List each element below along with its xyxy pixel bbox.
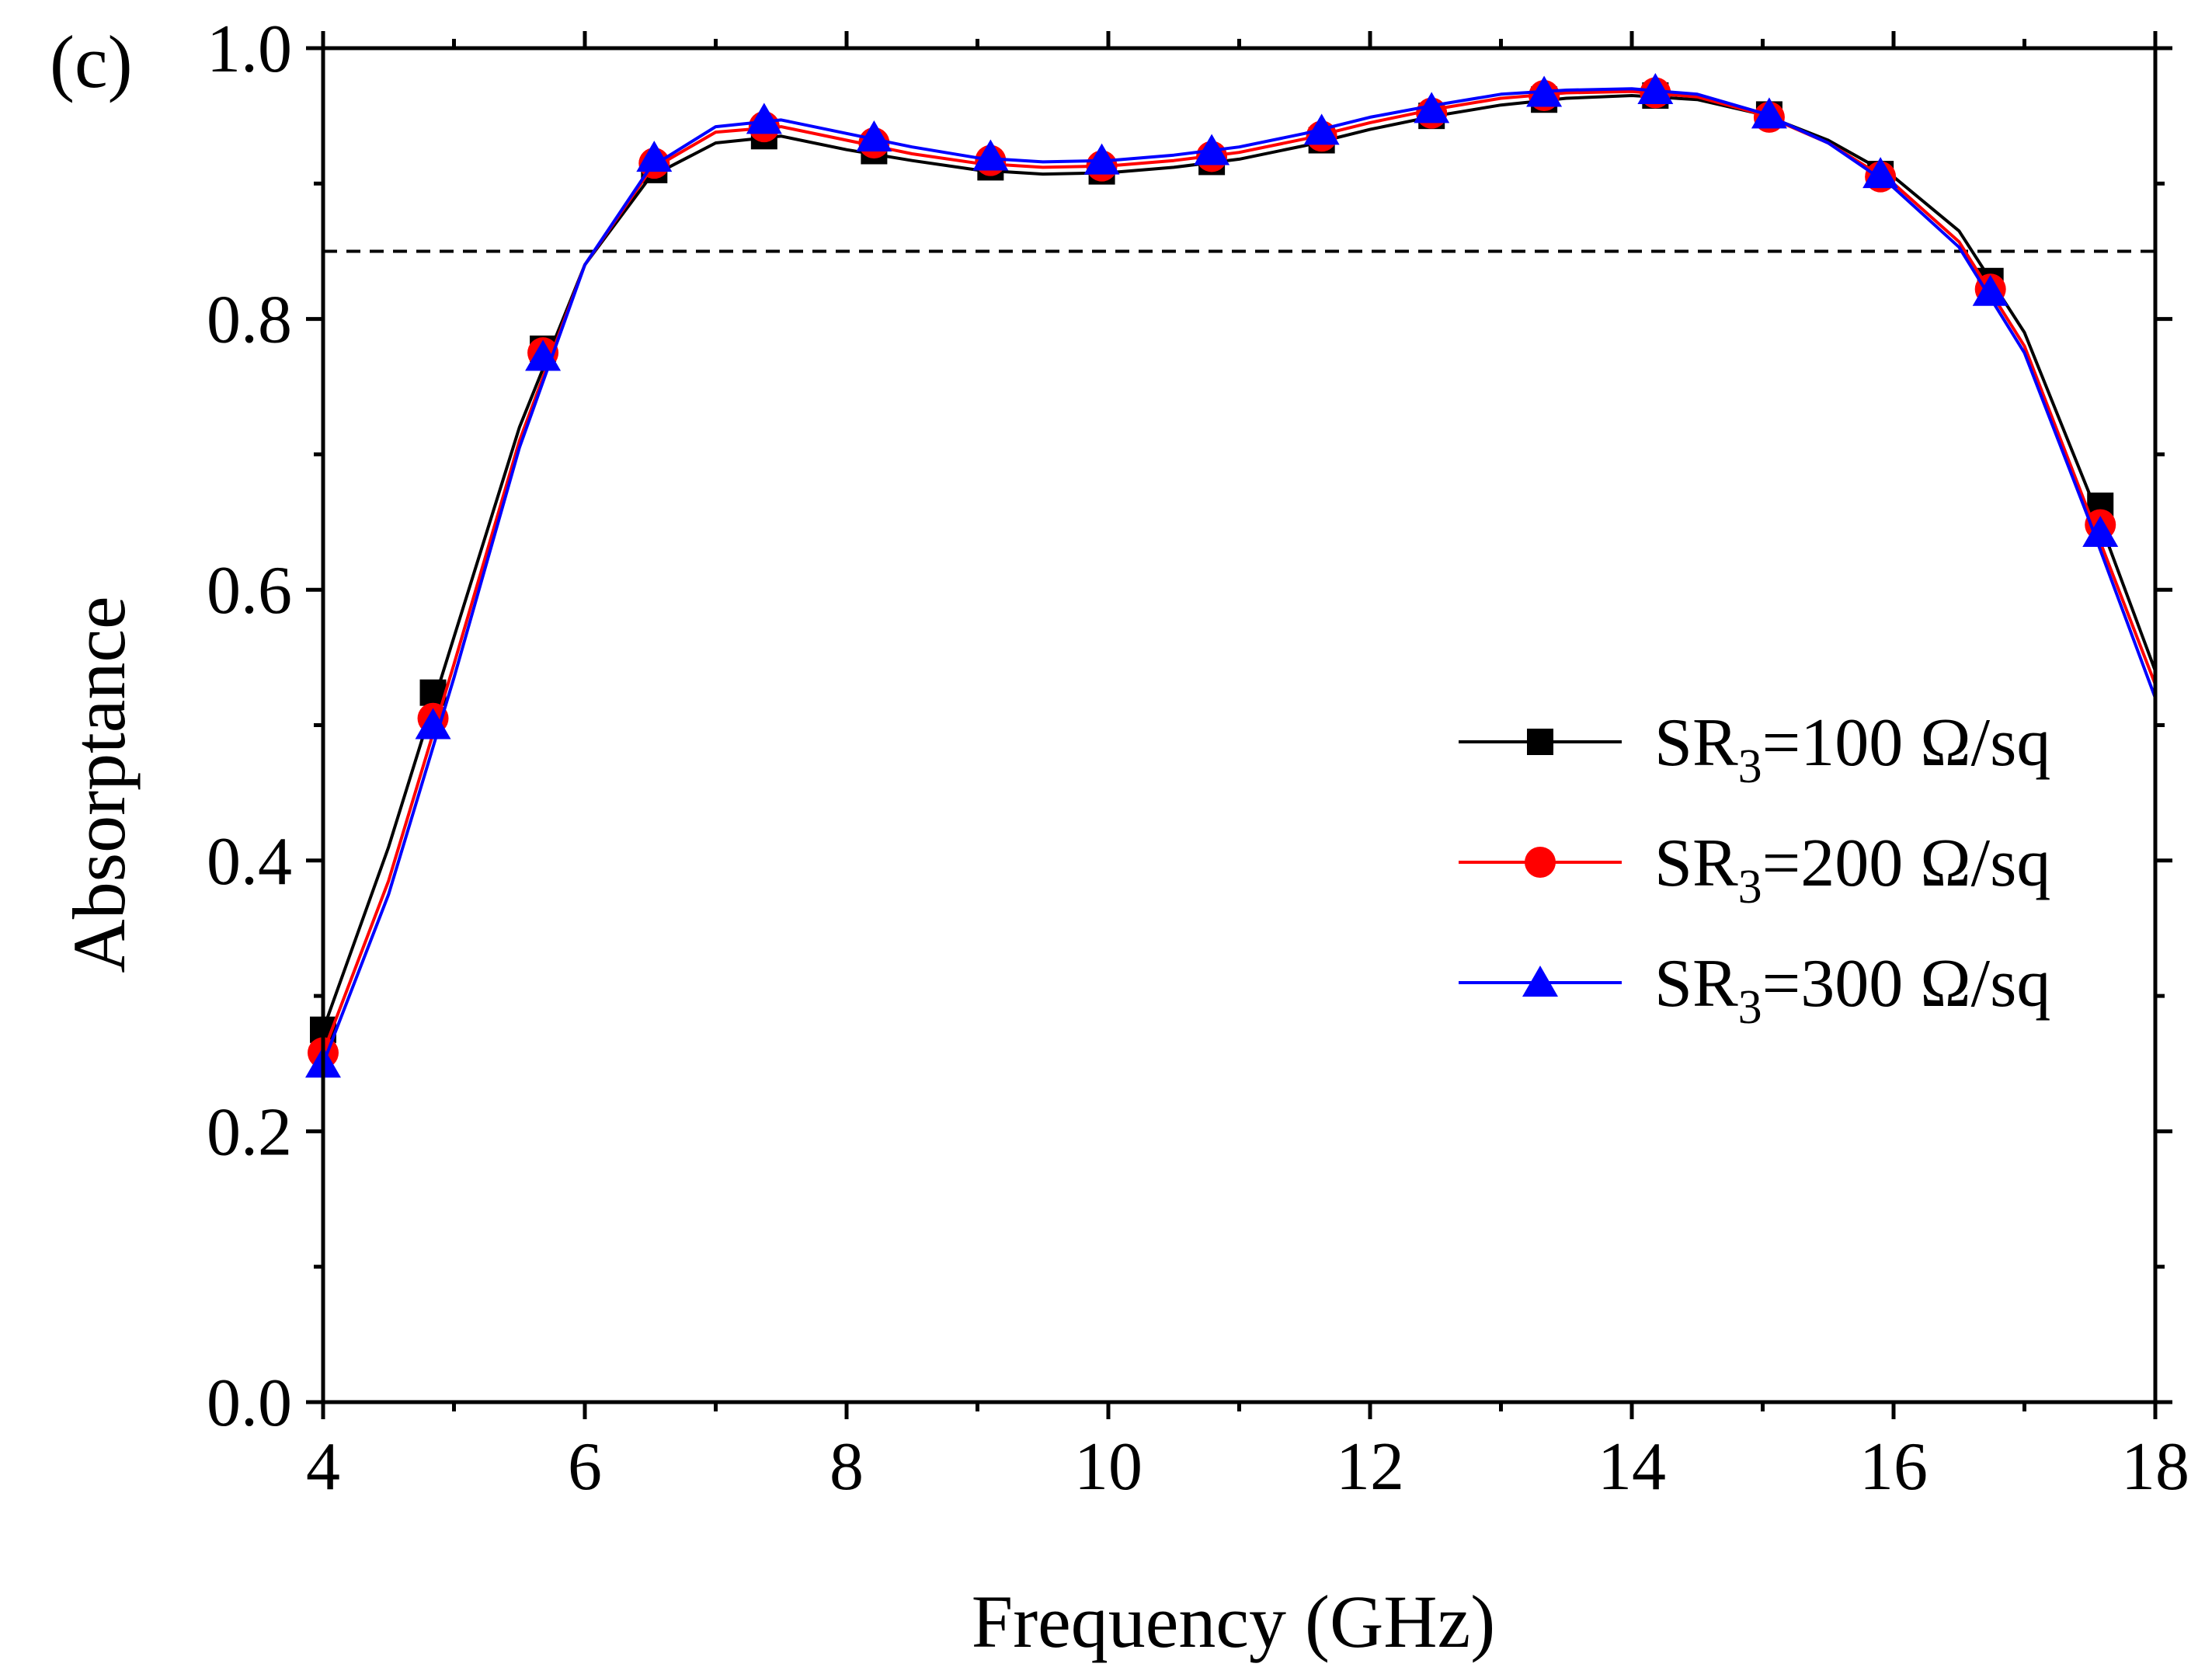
y-tick-label: 0.4 (207, 824, 292, 900)
x-tick-label: 6 (568, 1429, 602, 1505)
data-point-triangle (1303, 113, 1340, 145)
legend-label: SR3=100 Ω/sq (1654, 705, 2050, 793)
data-point-triangle (972, 139, 1009, 171)
series-line-1 (322, 94, 2157, 1031)
legend-item-3: SR3=300 Ω/sq (1459, 946, 2050, 1034)
series-line-3 (322, 87, 2157, 1065)
x-tick-label: 4 (306, 1429, 340, 1505)
legend: SR3=100 Ω/sq SR3=200 Ω/sq SR3=300 Ω/sq (1459, 705, 2050, 1034)
y-axis-title: Absorptance (57, 596, 141, 973)
legend-marker-square (1527, 729, 1553, 755)
legend-item-2: SR3=200 Ω/sq (1459, 826, 2050, 914)
data-point-triangle (1637, 73, 1674, 105)
data-point-triangle (746, 103, 782, 134)
series-line-2 (322, 89, 2157, 1054)
y-tick-label: 0.0 (207, 1366, 292, 1441)
y-tick-label: 0.6 (207, 553, 292, 628)
legend-item-1: SR3=100 Ω/sq (1459, 705, 2050, 793)
legend-label: SR3=200 Ω/sq (1654, 826, 2050, 914)
x-tick-label: 16 (1859, 1429, 1928, 1505)
axes-layer: 4 6 8 10 12 14 16 18 0.0 0.2 0.4 0.6 0.8 1.0 (207, 12, 2189, 1505)
series-layer (305, 73, 2157, 1078)
y-tick-label: 1.0 (207, 12, 292, 87)
x-tick-label: 10 (1074, 1429, 1143, 1505)
data-point-triangle (1972, 274, 2009, 306)
panel-label: (c) (50, 20, 133, 103)
legend-marker-triangle (1522, 966, 1558, 997)
data-point-triangle (1862, 157, 1899, 189)
y-tick-label: 0.8 (207, 283, 292, 358)
y-tick-label: 0.2 (207, 1095, 292, 1170)
data-point-triangle (415, 708, 451, 740)
legend-label: SR3=300 Ω/sq (1654, 946, 2050, 1034)
data-point-triangle (1083, 143, 1120, 175)
data-point-triangle (1526, 75, 1563, 107)
data-point-triangle (636, 141, 673, 172)
data-point-triangle (2082, 515, 2119, 547)
x-tick-label: 14 (1598, 1429, 1666, 1505)
data-point-triangle (1751, 97, 1787, 129)
x-tick-label: 12 (1336, 1429, 1404, 1505)
x-tick-label: 18 (2121, 1429, 2189, 1505)
x-tick-label: 8 (830, 1429, 864, 1505)
series-3 (305, 73, 2157, 1078)
x-axis-title: Frequency (GHz) (972, 1580, 1495, 1663)
legend-marker-circle (1525, 847, 1556, 878)
data-point-triangle (525, 339, 562, 371)
data-point-triangle (856, 120, 892, 152)
data-point-triangle (1414, 92, 1450, 124)
data-point-triangle (1194, 134, 1230, 165)
series-2 (308, 77, 2157, 1069)
